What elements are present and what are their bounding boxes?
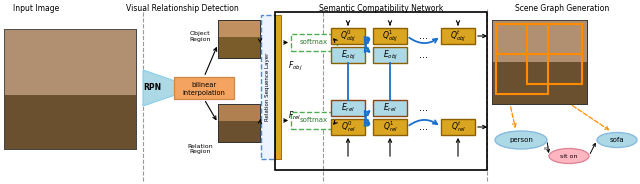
- Bar: [441, 119, 475, 135]
- Text: Visual Relationship Detection: Visual Relationship Detection: [126, 4, 239, 13]
- Text: Region: Region: [189, 38, 211, 43]
- Text: $E_{rel}$: $E_{rel}$: [341, 102, 355, 114]
- Text: Relation Sequence Layer: Relation Sequence Layer: [266, 53, 271, 121]
- Bar: [331, 28, 365, 44]
- Text: Relation: Relation: [187, 144, 213, 148]
- Text: ...: ...: [419, 50, 429, 60]
- Bar: [218, 20, 260, 58]
- Bar: [373, 47, 407, 63]
- Bar: [275, 12, 487, 170]
- Ellipse shape: [231, 109, 245, 127]
- Bar: [218, 104, 260, 142]
- Text: $E_{rel}$: $E_{rel}$: [383, 102, 397, 114]
- Text: Region: Region: [189, 149, 211, 155]
- Text: ...: ...: [419, 103, 429, 113]
- Text: Object: Object: [189, 31, 211, 36]
- Text: person: person: [509, 137, 533, 143]
- Bar: [4, 95, 136, 149]
- Text: $F_{obj}$: $F_{obj}$: [288, 59, 302, 72]
- Bar: [218, 104, 260, 142]
- Ellipse shape: [547, 32, 567, 56]
- Bar: [218, 104, 260, 121]
- Text: Semantic Compatibility Network: Semantic Compatibility Network: [319, 4, 443, 13]
- Ellipse shape: [549, 148, 589, 164]
- Text: $Q^t_{rel}$: $Q^t_{rel}$: [451, 120, 465, 135]
- Ellipse shape: [226, 23, 240, 41]
- Text: bilinear: bilinear: [191, 82, 216, 88]
- Text: RPN: RPN: [143, 84, 161, 93]
- Text: softmax: softmax: [300, 118, 328, 123]
- Bar: [331, 100, 365, 116]
- Bar: [275, 15, 281, 159]
- Bar: [218, 20, 260, 37]
- Bar: [331, 47, 365, 63]
- Ellipse shape: [31, 60, 53, 88]
- Bar: [218, 20, 260, 58]
- Bar: [291, 34, 337, 51]
- Bar: [218, 37, 260, 58]
- Bar: [4, 29, 136, 95]
- Text: rel: rel: [544, 146, 550, 151]
- Bar: [497, 24, 582, 54]
- Text: sit on: sit on: [560, 153, 578, 158]
- Bar: [492, 20, 587, 104]
- Text: $Q^1_{obj}$: $Q^1_{obj}$: [382, 28, 398, 44]
- Bar: [527, 24, 582, 84]
- Ellipse shape: [495, 131, 547, 149]
- Bar: [4, 29, 136, 149]
- Text: softmax: softmax: [300, 40, 328, 45]
- Text: ...: ...: [419, 31, 429, 41]
- Text: Input Image: Input Image: [13, 4, 60, 13]
- Ellipse shape: [597, 132, 637, 148]
- Bar: [174, 77, 234, 99]
- Bar: [373, 119, 407, 135]
- Text: $Q^t_{obj}$: $Q^t_{obj}$: [450, 28, 466, 44]
- Text: sofa: sofa: [610, 137, 624, 143]
- Ellipse shape: [74, 57, 94, 81]
- Bar: [261, 15, 275, 159]
- Text: $E_{obj}$: $E_{obj}$: [340, 48, 355, 62]
- Polygon shape: [143, 70, 175, 106]
- Bar: [373, 100, 407, 116]
- Text: $F_{rel}$: $F_{rel}$: [289, 110, 301, 122]
- Text: ...: ...: [419, 122, 429, 132]
- Bar: [492, 20, 587, 104]
- Ellipse shape: [511, 32, 533, 60]
- Text: $E_{obj}$: $E_{obj}$: [383, 48, 397, 62]
- Bar: [291, 112, 337, 129]
- Text: $Q^0_{rel}$: $Q^0_{rel}$: [340, 120, 355, 135]
- Text: interpolation: interpolation: [182, 90, 225, 96]
- Text: Scene Graph Generation: Scene Graph Generation: [515, 4, 609, 13]
- Bar: [4, 29, 136, 149]
- Bar: [218, 121, 260, 142]
- Bar: [492, 20, 587, 62]
- Bar: [331, 119, 365, 135]
- Bar: [492, 62, 587, 104]
- Bar: [373, 28, 407, 44]
- Text: $Q^1_{rel}$: $Q^1_{rel}$: [383, 120, 397, 135]
- Text: $Q^0_{obj}$: $Q^0_{obj}$: [340, 28, 356, 44]
- Bar: [441, 28, 475, 44]
- Bar: [496, 24, 548, 94]
